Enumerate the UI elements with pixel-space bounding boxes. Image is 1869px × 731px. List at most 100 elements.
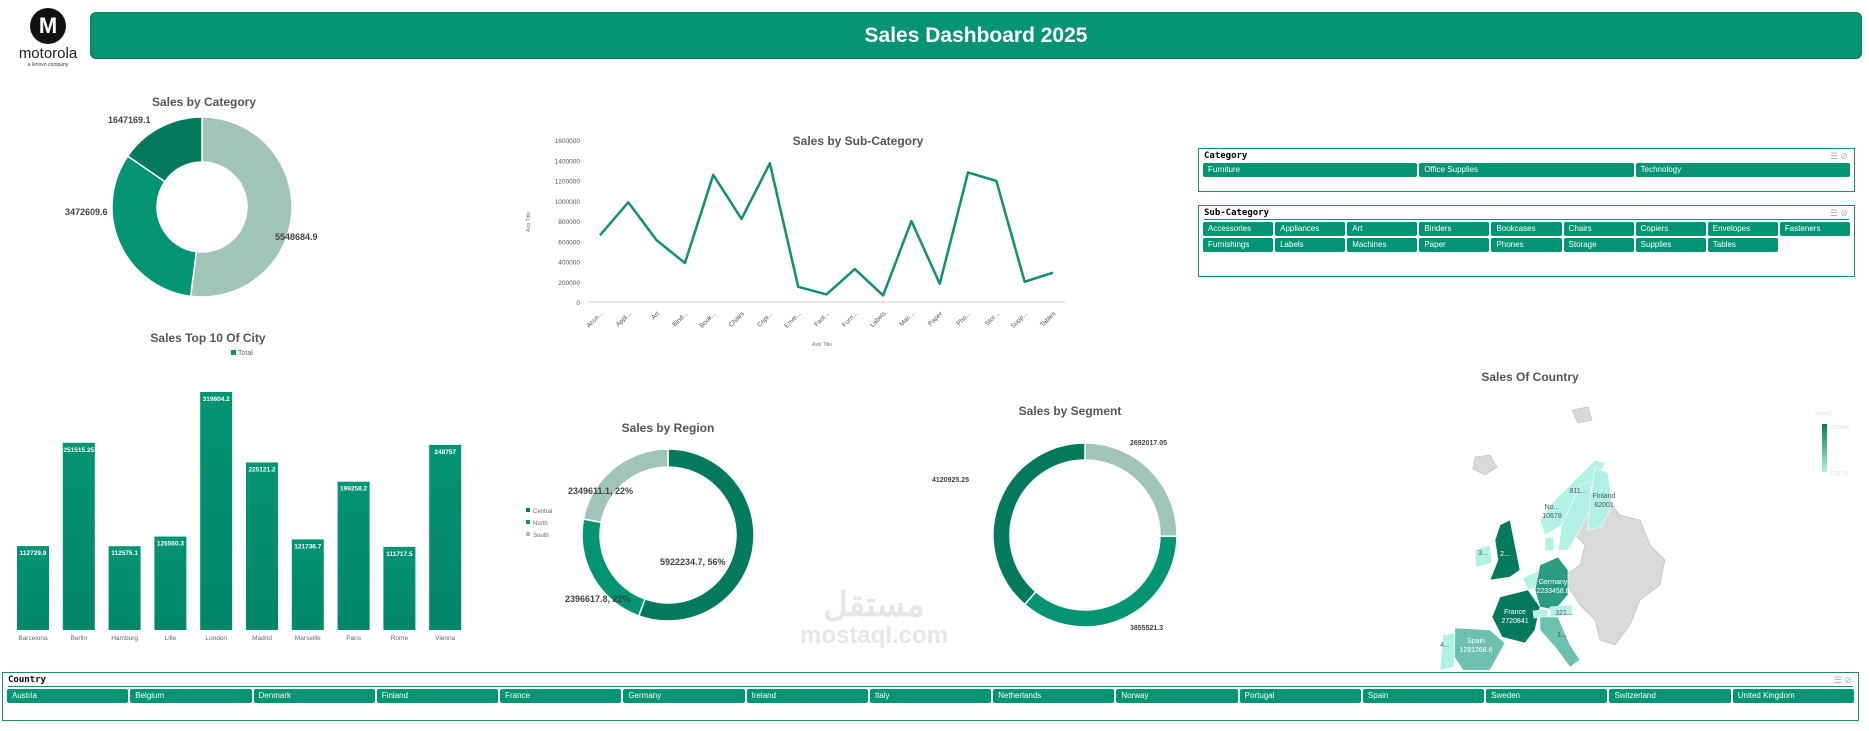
slicer-item-appliances[interactable]: Appliances [1275,222,1346,236]
slicer-item-netherlands[interactable]: Netherlands [993,689,1115,703]
x-tick-label: Book... [698,310,717,329]
page-title: Sales Dashboard 2025 [864,23,1088,47]
clear-filter-icon[interactable]: ⊘ [1840,208,1848,218]
bar-data-label: 111717.5 [386,551,413,558]
motorola-logo: M motorola a lenovo company [6,8,90,68]
x-tick-label: Berlin [70,635,87,642]
map-label-spain: Spain 1281268.6 [1459,638,1492,654]
clear-filter-icon[interactable]: ⊘ [1840,151,1848,161]
slicer-item-phones[interactable]: Phones [1491,238,1562,252]
multi-select-icon[interactable]: ☰ [1833,675,1842,685]
donut-data-label: 2396617.8, 22% [565,594,631,604]
slicer-item-copiers[interactable]: Copiers [1635,222,1706,236]
map-countries-sold [1439,459,1613,670]
subcategory-sales-line [599,162,1054,297]
clear-filter-icon[interactable]: ⊘ [1844,675,1852,685]
slicer-item-sweden[interactable]: Sweden [1486,689,1608,703]
x-axis-title: Axis Title [812,342,832,348]
city-chart-title: Sales Top 10 Of City [150,331,266,345]
slicer-item-accessories[interactable]: Accessories [1203,222,1274,236]
map-title: Sales Of Country [1481,370,1579,384]
multi-select-icon[interactable]: ☰ [1829,208,1838,218]
subcategory-line-chart: 0 200000 400000 600000 800000 1000000 1200000 1… [526,138,1065,348]
slicer-item-art[interactable]: Art [1347,222,1418,236]
y-tick-label: 200000 [558,280,580,287]
y-tick-label: 1600000 [555,138,581,145]
donut-data-label: 5548684.9 [275,232,318,242]
category-slicer-title: Category [1204,151,1248,161]
map-label-finland: Finland 82001 [1593,493,1616,509]
slicer-item-paper[interactable]: Paper [1419,238,1490,252]
country-svalbard [1571,406,1593,424]
x-tick-label: Tables [1039,310,1058,329]
slicer-item-belgium[interactable]: Belgium [130,689,252,703]
slicer-item-machines[interactable]: Machines [1347,238,1418,252]
donut-data-label: 2349611.1, 22% [568,486,633,496]
x-tick-label: Chairs [728,310,747,329]
slicer-item-office-supplies[interactable]: Office Supplies [1419,163,1634,177]
y-tick-label: 400000 [558,260,580,267]
slicer-item-tables[interactable]: Tables [1707,238,1778,252]
donut-slice [126,116,203,183]
x-tick-label: Stor... [984,310,1001,327]
slicer-item-italy[interactable]: Italy [869,689,992,703]
x-tick-label: Lille [165,635,177,642]
x-tick-label: Copi... [756,310,774,328]
multi-select-icon[interactable]: ☰ [1829,151,1838,161]
slicer-item-technology[interactable]: Technology [1635,163,1850,177]
slicer-item-envelopes[interactable]: Envelopes [1707,222,1778,236]
bar-lille [154,536,187,630]
x-tick-label: London [205,635,227,642]
y-tick-label: 1200000 [555,179,581,186]
country-sweden [1557,480,1593,551]
logo-tagline: a lenovo company [27,62,69,68]
slicer-item-portugal[interactable]: Portugal [1239,689,1361,703]
bar-berlin [62,442,95,630]
slicer-item-united-kingdom[interactable]: United Kingdom [1732,689,1854,703]
y-tick-label: 1400000 [555,158,581,165]
slicer-item-furnishings[interactable]: Furnishings [1203,238,1274,252]
bar-vienna [429,444,462,630]
slicer-item-furniture[interactable]: Furniture [1203,163,1418,177]
watermark-arabic: مستقل [823,586,925,624]
x-tick-label: Marseille [295,635,321,642]
legend-label-north: North [533,521,548,527]
slicer-item-germany[interactable]: Germany [623,689,745,703]
subcategory-slicer-title: Sub-Category [1204,208,1849,220]
donut-data-label: 2692017.05 [1130,440,1167,447]
slicer-item-austria[interactable]: Austria [7,689,129,703]
slicer-item-ireland[interactable]: Ireland [746,689,868,703]
slicer-item-france[interactable]: France [500,689,622,703]
legend-swatch [231,350,236,355]
slicer-item-fasteners[interactable]: Fasteners [1779,222,1850,236]
donut-slice [637,448,755,622]
donut-data-label: 1647169.1 [108,115,151,125]
watermark-latin: mostaql.com [800,622,949,649]
x-tick-label: Barcelona [18,635,48,642]
slicer-item-binders[interactable]: Binders [1419,222,1490,236]
slicer-item-spain[interactable]: Spain [1362,689,1485,703]
slicer-item-storage[interactable]: Storage [1563,238,1634,252]
bar-data-label: 112729.9 [20,550,47,557]
slicer-item-supplies[interactable]: Supplies [1635,238,1706,252]
map-label-france: France 2720841 [1501,609,1528,625]
x-tick-label: Paper [927,310,945,328]
slicer-item-chairs[interactable]: Chairs [1563,222,1634,236]
map-color-legend: Series1 2720841 17117.8 [1815,411,1850,477]
country-italy [1539,616,1581,668]
donut-slice [582,448,669,524]
category-donut-chart: 5548684.9 3472609.6 1647169.1 [65,115,318,298]
country-slicer-title: Country [8,675,1853,687]
slicer-item-labels[interactable]: Labels [1275,238,1346,252]
slicer-item-finland[interactable]: Finland [376,689,499,703]
slicer-item-bookcases[interactable]: Bookcases [1491,222,1562,236]
x-tick-label: Madrid [252,635,272,642]
donut-data-label: 5922234.7, 56% [660,557,726,567]
x-tick-label: Acce... [585,310,604,329]
map-label-italy: 1... [1557,632,1567,639]
slicer-item-norway[interactable]: Norway [1116,689,1238,703]
donut-slice [992,442,1086,606]
map-legend-max: 2720841 [1830,425,1850,431]
slicer-item-denmark[interactable]: Denmark [253,689,375,703]
slicer-item-switzerland[interactable]: Switzerland [1609,689,1731,703]
